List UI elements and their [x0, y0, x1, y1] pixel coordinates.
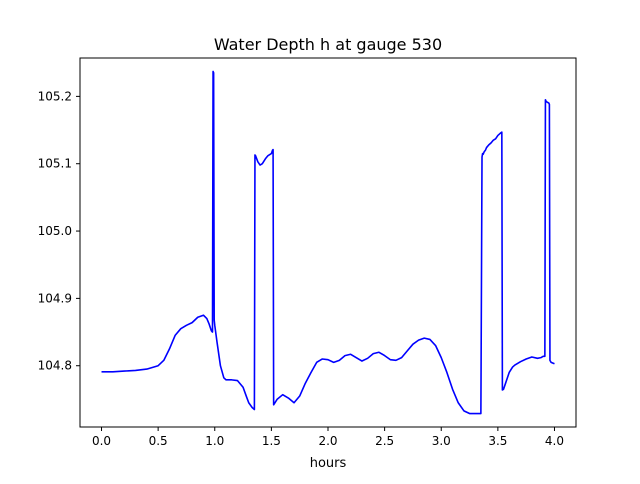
chart-title: Water Depth h at gauge 530 — [214, 35, 442, 54]
series-line-1 — [101, 70, 555, 415]
x-tick-label: 0.5 — [149, 434, 168, 448]
x-tick-label: 2.5 — [375, 434, 394, 448]
x-tick-label: 1.0 — [205, 434, 224, 448]
x-tick-label: 4.0 — [545, 434, 564, 448]
x-tick-label: 3.0 — [432, 434, 451, 448]
x-tick-label: 2.0 — [318, 434, 337, 448]
y-tick-label: 105.2 — [38, 89, 72, 103]
x-tick-label: 0.0 — [92, 434, 111, 448]
x-axis-label: hours — [310, 456, 347, 471]
y-tick-label: 105.0 — [38, 224, 72, 238]
y-tick-label: 105.1 — [38, 157, 72, 171]
axes-layer: 0.0 0.5 1.0 1.5 2.0 2.5 3.0 3.5 4.0 104.8 104.9 105… — [38, 57, 577, 448]
x-tick-label: 3.5 — [488, 434, 507, 448]
x-tick-label: 1.5 — [262, 434, 281, 448]
y-tick-label: 104.8 — [38, 359, 72, 373]
plot-layer — [101, 70, 555, 415]
y-tick-label: 104.9 — [38, 291, 72, 305]
